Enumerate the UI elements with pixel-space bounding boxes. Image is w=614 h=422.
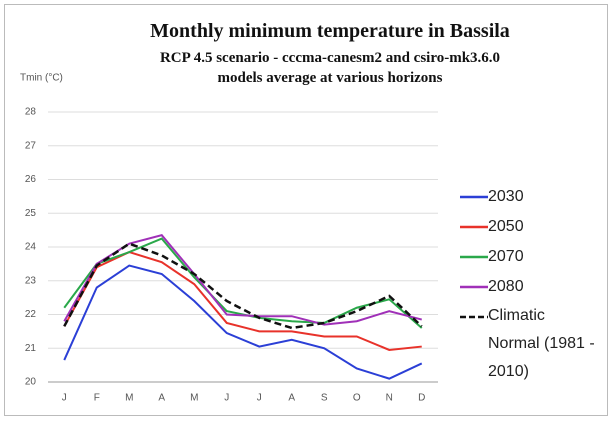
x-tick-label: F — [94, 393, 100, 404]
y-axis-label: Tmin (°C) — [20, 73, 63, 84]
y-tick-label: 25 — [25, 208, 37, 219]
y-tick-label: 28 — [25, 107, 37, 118]
legend-swatch — [460, 285, 488, 289]
x-tick-label: O — [353, 393, 361, 404]
legend-item: Climatic Normal (1981 - 2010) — [458, 302, 608, 380]
x-tick-label: A — [158, 393, 165, 404]
series-line — [63, 250, 422, 351]
x-tick-label: J — [62, 393, 67, 404]
legend-item: 2070 — [458, 242, 608, 272]
legend-item: 2080 — [458, 272, 608, 302]
legend: 2030 2050 2070 2080 Climatic Normal (1981 - … — [458, 182, 608, 380]
series-line — [63, 264, 423, 380]
y-tick-label: 21 — [25, 343, 37, 354]
y-tick-label: 22 — [25, 309, 37, 320]
x-tick-label: M — [125, 393, 133, 404]
legend-label: 2030 — [488, 188, 524, 205]
chart-title: Monthly minimum temperature in Bassila — [150, 20, 510, 42]
legend-label: 2070 — [488, 248, 524, 265]
legend-swatch — [460, 315, 488, 319]
chart-subtitle: RCP 4.5 scenario - cccma-canesm2 and csi… — [159, 50, 501, 86]
chart-frame — [4, 4, 608, 416]
legend-swatch — [460, 225, 488, 229]
y-tick-label: 20 — [25, 377, 37, 388]
legend-swatch — [460, 255, 488, 259]
x-tick-label: J — [257, 393, 262, 404]
x-tick-label: A — [288, 393, 295, 404]
x-tick-label: N — [386, 393, 393, 404]
x-tick-label: S — [321, 393, 328, 404]
y-tick-label: 24 — [25, 242, 37, 253]
legend-swatch — [460, 195, 488, 199]
x-tick-label: J — [224, 393, 229, 404]
y-tick-label: 23 — [25, 275, 37, 286]
legend-label: Climatic Normal (1981 - 2010) — [488, 307, 595, 380]
legend-label: 2050 — [488, 218, 524, 235]
legend-label: 2080 — [488, 278, 524, 295]
x-tick-label: M — [190, 393, 198, 404]
legend-item: 2050 — [458, 212, 608, 242]
y-tick-label: 26 — [25, 174, 37, 185]
series-line — [63, 242, 423, 330]
series-line — [63, 234, 423, 326]
y-tick-label: 27 — [25, 140, 37, 151]
x-tick-label: D — [418, 393, 425, 404]
legend-item: 2030 — [458, 182, 608, 212]
